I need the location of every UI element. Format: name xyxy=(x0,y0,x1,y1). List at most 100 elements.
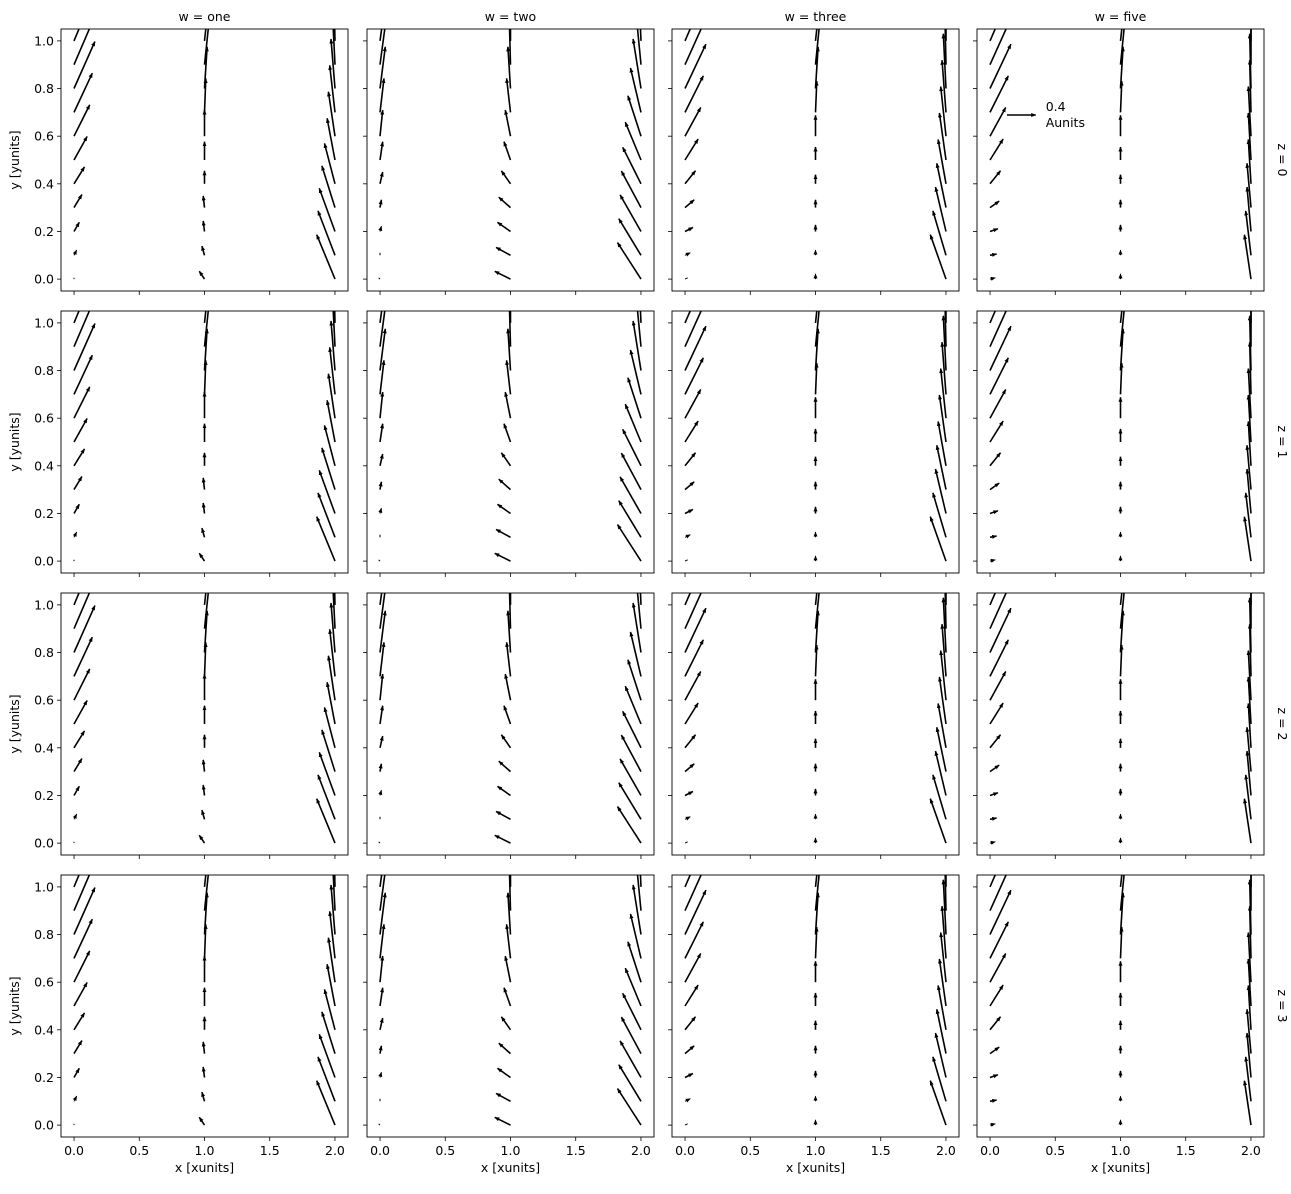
quiver-arrow xyxy=(333,875,336,887)
quiver-arrow xyxy=(315,1080,336,1126)
quiver-arrow xyxy=(73,323,96,371)
quiver-arrow xyxy=(1243,516,1252,562)
quiver-arrows xyxy=(989,29,1252,281)
quiver-arrow xyxy=(379,1017,384,1030)
quiver-arrow xyxy=(317,1056,336,1102)
quiver-arrow xyxy=(506,610,512,653)
quiver-arrow xyxy=(1244,210,1252,256)
x-tick-label: 0.5 xyxy=(435,1143,455,1158)
quiver-arrow xyxy=(318,469,336,514)
quiver-arrow xyxy=(201,1041,206,1054)
facet-panel-z3-wtwo: 0.0 0.5 1.0 1.5 2.0 x [xunits] xyxy=(363,874,655,1175)
quiver-arrows xyxy=(378,875,642,1126)
quiver-arrow xyxy=(379,987,385,1007)
quiver-arrow xyxy=(989,1016,1002,1031)
quiver-arrow xyxy=(497,785,511,797)
quiver-arrow xyxy=(198,270,206,280)
y-axis-label: y [yunits] xyxy=(7,694,22,753)
x-tick-label: 0.0 xyxy=(370,1143,390,1158)
quiver-arrow xyxy=(989,534,998,539)
quiver-arrow xyxy=(684,170,697,185)
quiver-arrow xyxy=(989,875,1007,912)
quiver-arrow xyxy=(1119,311,1123,323)
quiver-arrow xyxy=(989,138,1004,161)
quiver-arrow xyxy=(321,447,336,490)
quiver-arrow xyxy=(1119,328,1125,371)
x-tick-label: 1.5 xyxy=(260,1143,280,1158)
y-tick-label: 0.2 xyxy=(34,1070,54,1085)
quiver-arrow xyxy=(73,887,96,935)
quiver-arrow xyxy=(684,452,697,467)
quiver-arrow xyxy=(378,481,383,490)
quiver-arrow xyxy=(1243,234,1252,280)
quiver-arrow xyxy=(203,875,210,911)
quiver-arrow xyxy=(1244,1056,1252,1102)
quiver-arrow xyxy=(1244,492,1252,538)
x-axis-label: x [xunits] xyxy=(786,1160,845,1175)
quiver-arrow xyxy=(317,492,336,538)
quiver-arrow xyxy=(505,923,512,959)
quiver-arrow xyxy=(684,921,705,959)
x-tick-label: 1.0 xyxy=(501,1143,521,1158)
quiver-arrow xyxy=(203,29,207,41)
quiver-arrow xyxy=(379,311,383,324)
quiver-arrow xyxy=(73,311,91,348)
y-tick-label: 0.4 xyxy=(34,740,54,755)
quiver-arrow xyxy=(73,700,88,725)
quiver-arrow xyxy=(934,468,947,514)
quiver-arrow xyxy=(684,984,699,1007)
quiver-arrow xyxy=(378,841,381,844)
quiver-arrow xyxy=(73,1012,86,1031)
quiver-arrow xyxy=(618,218,642,256)
quiver-arrow xyxy=(989,840,996,845)
quiver-arrow xyxy=(329,602,336,653)
quiver-arrow xyxy=(506,892,512,935)
quiver-arrow xyxy=(989,276,996,281)
quiver-arrow xyxy=(379,109,385,137)
y-tick-label: 0.6 xyxy=(34,975,54,990)
quiver-arrow xyxy=(1246,368,1252,419)
quiver-arrow xyxy=(989,816,998,821)
quiver-arrow xyxy=(989,1074,999,1079)
quiver-arrow xyxy=(505,641,512,677)
quiver-arrow xyxy=(1243,798,1252,844)
quiver-arrow xyxy=(72,249,78,256)
x-tick-label: 2.0 xyxy=(936,1143,956,1158)
quiver-arrow xyxy=(932,210,947,256)
quiver-arrow xyxy=(198,834,206,844)
quiver-arrow xyxy=(73,730,86,749)
quiver-arrow xyxy=(684,816,691,821)
quiver-arrow xyxy=(814,29,820,65)
quiver-arrow xyxy=(201,502,206,514)
quiver-arrow xyxy=(503,705,512,725)
quiver-arrow xyxy=(72,531,78,538)
quiver-arrow xyxy=(378,507,383,514)
quiver-arrow xyxy=(73,950,91,983)
quiver-arrow xyxy=(814,311,820,347)
quiver-arrow xyxy=(1119,29,1123,41)
quiver-arrow xyxy=(201,1066,206,1078)
y-tick-label: 0.6 xyxy=(34,693,54,708)
quiver-arrows xyxy=(684,593,947,844)
quiver-arrow xyxy=(989,921,1010,959)
quiver-arrow xyxy=(621,992,642,1031)
quiver-arrow xyxy=(506,328,512,371)
quiver-arrow xyxy=(73,758,83,773)
quiver-arrow xyxy=(939,650,947,701)
quiver-arrow xyxy=(315,516,336,562)
x-tick-label: 2.0 xyxy=(325,1143,345,1158)
y-tick-label: 0.0 xyxy=(34,272,54,287)
quiver-arrow xyxy=(73,354,94,395)
quiver-arrow xyxy=(1246,86,1252,137)
quiver-arrow xyxy=(1119,80,1124,113)
quiver-arrow xyxy=(329,38,336,89)
quiver-arrows xyxy=(72,29,336,280)
quiver-arrow xyxy=(684,889,707,935)
facet-panel-z3-wfive: 0.0 0.5 1.0 1.5 2.0 z = 3 x [xunits] xyxy=(973,874,1290,1175)
y-tick-label: 1.0 xyxy=(34,879,54,894)
quiver-arrow xyxy=(989,29,1007,66)
quiver-arrow xyxy=(378,225,383,232)
quiver-arrow xyxy=(503,141,512,161)
quiver-arrow xyxy=(989,510,999,515)
quiver-arrow xyxy=(684,107,702,137)
